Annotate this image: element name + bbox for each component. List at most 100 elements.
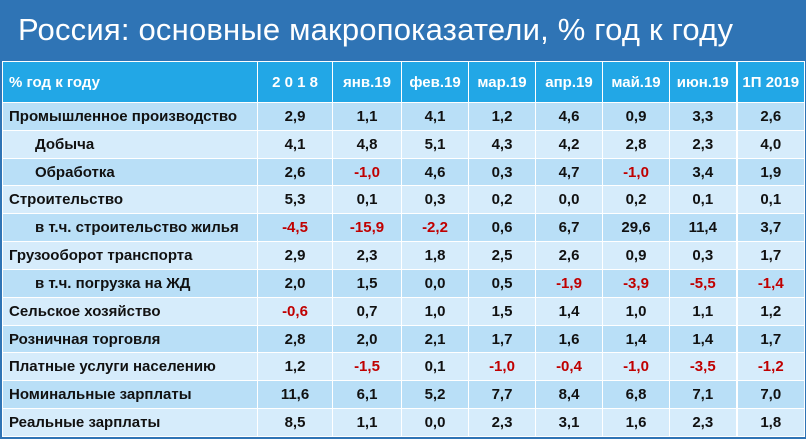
table-cell: 0,1 — [401, 352, 469, 382]
table-row: Промышленное производство 2,9 1,1 4,1 1,2 4,6… — [2, 102, 805, 131]
table-cell: 3,7 — [735, 213, 805, 243]
table-cell: 1,2 — [735, 296, 805, 326]
row-label: Строительство — [2, 185, 258, 215]
table-cell: 5,3 — [257, 185, 333, 215]
table-cell: 1,7 — [468, 324, 536, 354]
table-cell: 2,0 — [332, 324, 402, 354]
row-label: Промышленное производство — [2, 102, 258, 131]
table-cell: 2,8 — [257, 324, 333, 354]
table-cell: 2,3 — [669, 129, 737, 159]
table-cell: 1,1 — [669, 296, 737, 326]
table-cell: 7,0 — [735, 380, 805, 410]
row-label: Обработка — [2, 157, 258, 187]
table-cell: 7,7 — [468, 380, 536, 410]
table-cell: 1,2 — [468, 102, 536, 131]
table-cell: 0,1 — [669, 185, 737, 215]
table-cell: 2,3 — [332, 241, 402, 270]
table-cell: 4,0 — [735, 129, 805, 159]
table-cell: 2,3 — [468, 408, 536, 437]
table-cell: 1,4 — [602, 324, 670, 354]
table-cell: 29,6 — [602, 213, 670, 243]
table-cell: 0,3 — [669, 241, 737, 270]
table-cell: 1,0 — [602, 296, 670, 326]
table-cell: 8,5 — [257, 408, 333, 437]
table-cell: -1,0 — [332, 157, 402, 187]
table-row: Платные услуги населению 1,2 -1,5 0,1 -1,0 -0… — [2, 352, 805, 382]
table-row: Сельское хозяйство -0,6 0,7 1,0 1,5 1,4 1,0 1,1… — [2, 296, 805, 326]
table-cell: 2,8 — [602, 129, 670, 159]
table-cell: 0,0 — [401, 408, 469, 437]
table-cell: 1,1 — [332, 102, 402, 131]
table-cell: 6,7 — [535, 213, 603, 243]
table-cell: 1,7 — [735, 324, 805, 354]
table-cell: 4,3 — [468, 129, 536, 159]
table-cell: 11,4 — [669, 213, 737, 243]
table-cell: 6,8 — [602, 380, 670, 410]
table-cell: -1,0 — [602, 157, 670, 187]
table-cell: 3,3 — [669, 102, 737, 131]
row-label: Номинальные зарплаты — [2, 380, 258, 410]
table-header-row: % год к году 2 0 1 8 янв.19 фев.19 мар.19 ап… — [2, 61, 805, 103]
table-row: в т.ч. строительство жилья -4,5 -15,9 -2,2 0… — [2, 213, 805, 243]
table-cell: 5,2 — [401, 380, 469, 410]
table-cell: 0,0 — [535, 185, 603, 215]
table-cell: 1,9 — [735, 157, 805, 187]
table-cell: 3,1 — [535, 408, 603, 437]
table-cell: -1,2 — [735, 352, 805, 382]
table-cell: 2,6 — [257, 157, 333, 187]
table-cell: 4,6 — [401, 157, 469, 187]
table-cell: -15,9 — [332, 213, 402, 243]
table-cell: 0,0 — [401, 268, 469, 298]
table-cell: -1,0 — [468, 352, 536, 382]
table-cell: 0,9 — [602, 241, 670, 270]
table-cell: -1,0 — [602, 352, 670, 382]
table-cell: 1,1 — [332, 408, 402, 437]
table-cell: 2,6 — [535, 241, 603, 270]
table-cell: 4,7 — [535, 157, 603, 187]
table-row: Реальные зарплаты 8,5 1,1 0,0 2,3 3,1 1,6 2,3 1,… — [2, 408, 805, 437]
table-cell: 0,3 — [401, 185, 469, 215]
column-header: июн.19 — [669, 61, 737, 103]
row-label: Сельское хозяйство — [2, 296, 258, 326]
table-row: в т.ч. погрузка на ЖД 2,0 1,5 0,0 0,5 -1,9 -3,… — [2, 268, 805, 298]
row-label: Розничная торговля — [2, 324, 258, 354]
table-cell: 1,5 — [332, 268, 402, 298]
table-cell: 1,0 — [401, 296, 469, 326]
table-cell: 2,3 — [669, 408, 737, 437]
table-cell: 1,8 — [401, 241, 469, 270]
row-label: Грузооборот транспорта — [2, 241, 258, 270]
column-header: мар.19 — [468, 61, 536, 103]
column-header: апр.19 — [535, 61, 603, 103]
table-cell: 5,1 — [401, 129, 469, 159]
table-cell: 0,1 — [735, 185, 805, 215]
table-cell: -2,2 — [401, 213, 469, 243]
table-cell: -3,5 — [669, 352, 737, 382]
table-cell: 2,6 — [735, 102, 805, 131]
table-cell: -0,6 — [257, 296, 333, 326]
column-header-label: % год к году — [2, 61, 258, 103]
table-row: Обработка 2,6 -1,0 4,6 0,3 4,7 -1,0 3,4 1,9 — [2, 157, 805, 187]
table-cell: 0,7 — [332, 296, 402, 326]
table-row: Номинальные зарплаты 11,6 6,1 5,2 7,7 8,4 6,8 7… — [2, 380, 805, 410]
table-cell: 2,9 — [257, 241, 333, 270]
row-label: Платные услуги населению — [2, 352, 258, 382]
table-cell: -1,4 — [735, 268, 805, 298]
table-cell: -3,9 — [602, 268, 670, 298]
table-cell: 4,1 — [401, 102, 469, 131]
table-row: Строительство 5,3 0,1 0,3 0,2 0,0 0,2 0,1 0,1 — [2, 185, 805, 215]
table-cell: 1,4 — [535, 296, 603, 326]
row-label: в т.ч. погрузка на ЖД — [2, 268, 258, 298]
table-cell: 0,5 — [468, 268, 536, 298]
table-cell: 2,1 — [401, 324, 469, 354]
table-cell: 1,7 — [735, 241, 805, 270]
table-cell: 4,2 — [535, 129, 603, 159]
table-cell: -5,5 — [669, 268, 737, 298]
table-cell: 2,9 — [257, 102, 333, 131]
table-cell: 3,4 — [669, 157, 737, 187]
table-cell: -1,5 — [332, 352, 402, 382]
table-cell: -4,5 — [257, 213, 333, 243]
table-cell: 1,6 — [535, 324, 603, 354]
table-cell: 0,3 — [468, 157, 536, 187]
table-cell: 0,6 — [468, 213, 536, 243]
table-cell: 1,5 — [468, 296, 536, 326]
